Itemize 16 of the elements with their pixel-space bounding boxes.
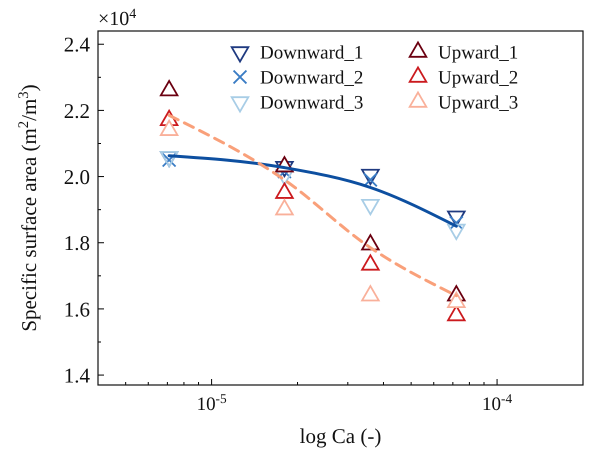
x-tick-label: 10$^{-4}$ — [482, 390, 512, 415]
legend-label: Downward_2 — [260, 68, 364, 89]
legend-label: Upward_2 — [438, 68, 518, 89]
y-tick-label: 1.8 — [64, 231, 90, 256]
y-tick-label: 1.6 — [64, 297, 90, 322]
x-tick-label: 10$^{-5}$ — [196, 390, 227, 415]
y-tick-label: 2.4 — [64, 32, 90, 57]
x-axis-title: log Ca (-) — [300, 424, 382, 448]
legend-label: Downward_3 — [260, 92, 364, 114]
text: ×10$^{4}$ — [98, 6, 136, 30]
legend-label: Upward_3 — [438, 92, 518, 114]
legend-label: Downward_1 — [260, 42, 364, 64]
text: 2.0 — [64, 164, 90, 189]
y-tick-label: 1.4 — [64, 363, 90, 388]
legend-label: Upward_1 — [438, 42, 518, 64]
y-tick-label: 2.2 — [64, 98, 90, 123]
